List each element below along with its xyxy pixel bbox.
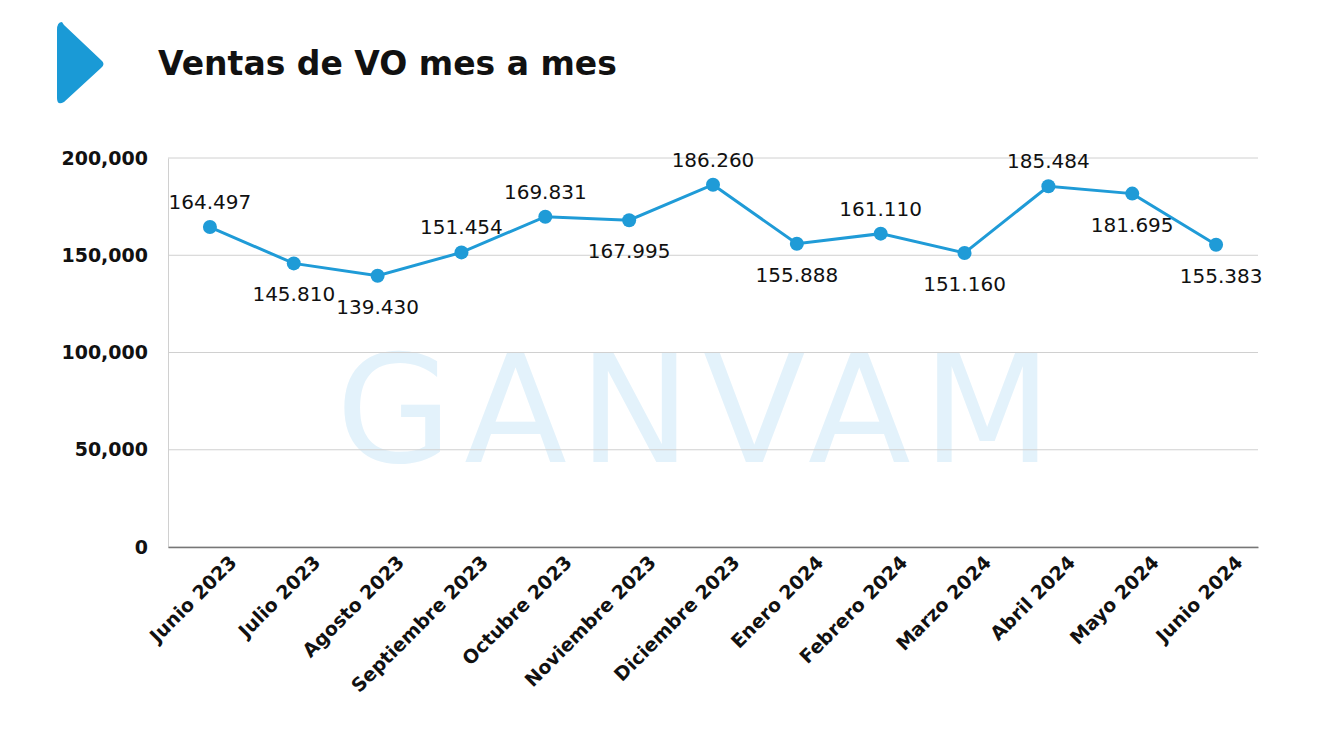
grid — [168, 158, 1258, 547]
y-tick-label: 200,000 — [61, 147, 148, 169]
x-axis-line — [169, 547, 1259, 549]
x-tick: Junio 2023 — [144, 547, 241, 648]
marker — [622, 213, 636, 227]
marker — [874, 227, 888, 241]
y-tick-label: 0 — [135, 536, 148, 558]
y-tick: 100,000 — [61, 341, 168, 363]
y-tick-label: 100,000 — [61, 341, 148, 363]
data-labels: 164.497 145.810139.430 151.454169.831 167.9… — [169, 148, 1263, 319]
data-label: 155.383 — [1180, 264, 1263, 288]
x-tick: Mayo 2024 — [1065, 547, 1163, 649]
marker — [1209, 238, 1223, 252]
x-tick-label: Marzo 2024 — [891, 551, 995, 655]
y-tick-label: 50,000 — [75, 438, 148, 460]
x-tick-label: Abril 2024 — [986, 551, 1079, 644]
x-tick-label: Junio 2024 — [1150, 551, 1247, 648]
x-tick: Julio 2023 — [232, 547, 324, 643]
x-tick: Septiembre 2023 — [347, 547, 493, 696]
data-label: 139.430 — [336, 295, 419, 319]
x-tick-label: Diciembre 2023 — [609, 551, 743, 685]
x-tick: Abril 2024 — [986, 547, 1079, 644]
y-tick-label: 150,000 — [61, 244, 148, 266]
y-tick: 0 — [135, 536, 168, 558]
grid-line — [168, 449, 1258, 450]
x-tick: Febrero 2024 — [795, 547, 912, 667]
marker — [454, 245, 468, 259]
watermark: GANVAM — [336, 323, 1064, 497]
y-axis: 0 50,000 100,000 150,000 200,000 — [61, 147, 168, 558]
x-tick: Diciembre 2023 — [609, 547, 743, 685]
marker — [371, 269, 385, 283]
y-tick: 50,000 — [75, 438, 168, 460]
x-tick-label: Junio 2023 — [144, 551, 241, 648]
data-label: 161.110 — [839, 197, 922, 221]
chart: Ventas de VO mes a mes GANVAM 0 50,000 100,0… — [0, 0, 1320, 742]
x-tick-label: Febrero 2024 — [795, 551, 912, 668]
title: Ventas de VO mes a mes — [158, 44, 617, 83]
y-tick: 200,000 — [61, 147, 168, 169]
marker — [790, 237, 804, 251]
marker — [1125, 187, 1139, 201]
plot-area — [203, 178, 1223, 283]
x-tick: Junio 2024 — [1150, 547, 1247, 648]
x-tick-label: Mayo 2024 — [1065, 551, 1163, 649]
y-axis-line — [168, 159, 169, 548]
data-label: 167.995 — [588, 239, 671, 263]
marker — [706, 178, 720, 192]
x-tick-label: Septiembre 2023 — [347, 551, 493, 697]
marker — [958, 246, 972, 260]
marker — [203, 220, 217, 234]
y-tick: 150,000 — [61, 244, 168, 266]
x-tick: Marzo 2024 — [891, 547, 995, 655]
line — [210, 185, 1216, 276]
data-label: 151.160 — [923, 272, 1006, 296]
data-label: 155.888 — [755, 263, 838, 287]
grid-line — [168, 255, 1258, 256]
data-label: 181.695 — [1091, 213, 1174, 237]
data-label: 186.260 — [672, 148, 755, 172]
data-label: 151.454 — [420, 215, 503, 239]
marker — [538, 210, 552, 224]
marker — [287, 256, 301, 270]
x-tick-label: Julio 2023 — [232, 551, 324, 643]
data-label: 164.497 — [169, 190, 252, 214]
data-label: 145.810 — [252, 282, 335, 306]
data-label: 169.831 — [504, 180, 587, 204]
grid-line — [168, 547, 1258, 548]
data-label: 185.484 — [1007, 149, 1090, 173]
title-icon — [57, 22, 104, 103]
x-axis: Junio 2023Julio 2023Agosto 2023Septiembr… — [144, 547, 1259, 696]
grid-line — [168, 352, 1258, 353]
marker — [1041, 179, 1055, 193]
